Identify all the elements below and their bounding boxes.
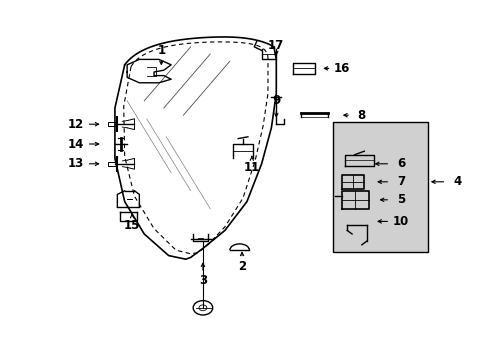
Text: 9: 9 [272, 94, 280, 107]
Text: 11: 11 [243, 161, 260, 174]
Text: 8: 8 [357, 109, 365, 122]
Text: 15: 15 [123, 219, 140, 231]
Text: 7: 7 [396, 175, 404, 188]
Text: 2: 2 [238, 260, 245, 273]
Text: 5: 5 [396, 193, 404, 206]
Text: 16: 16 [333, 62, 350, 75]
Text: 13: 13 [67, 157, 84, 170]
Text: 4: 4 [452, 175, 460, 188]
Text: 10: 10 [392, 215, 408, 228]
Text: 12: 12 [67, 118, 84, 131]
Text: 14: 14 [67, 138, 84, 150]
Text: 3: 3 [199, 274, 206, 287]
Text: 17: 17 [267, 39, 284, 51]
Text: 6: 6 [396, 157, 404, 170]
Bar [332, 122, 427, 252]
Text: 1: 1 [157, 44, 165, 57]
